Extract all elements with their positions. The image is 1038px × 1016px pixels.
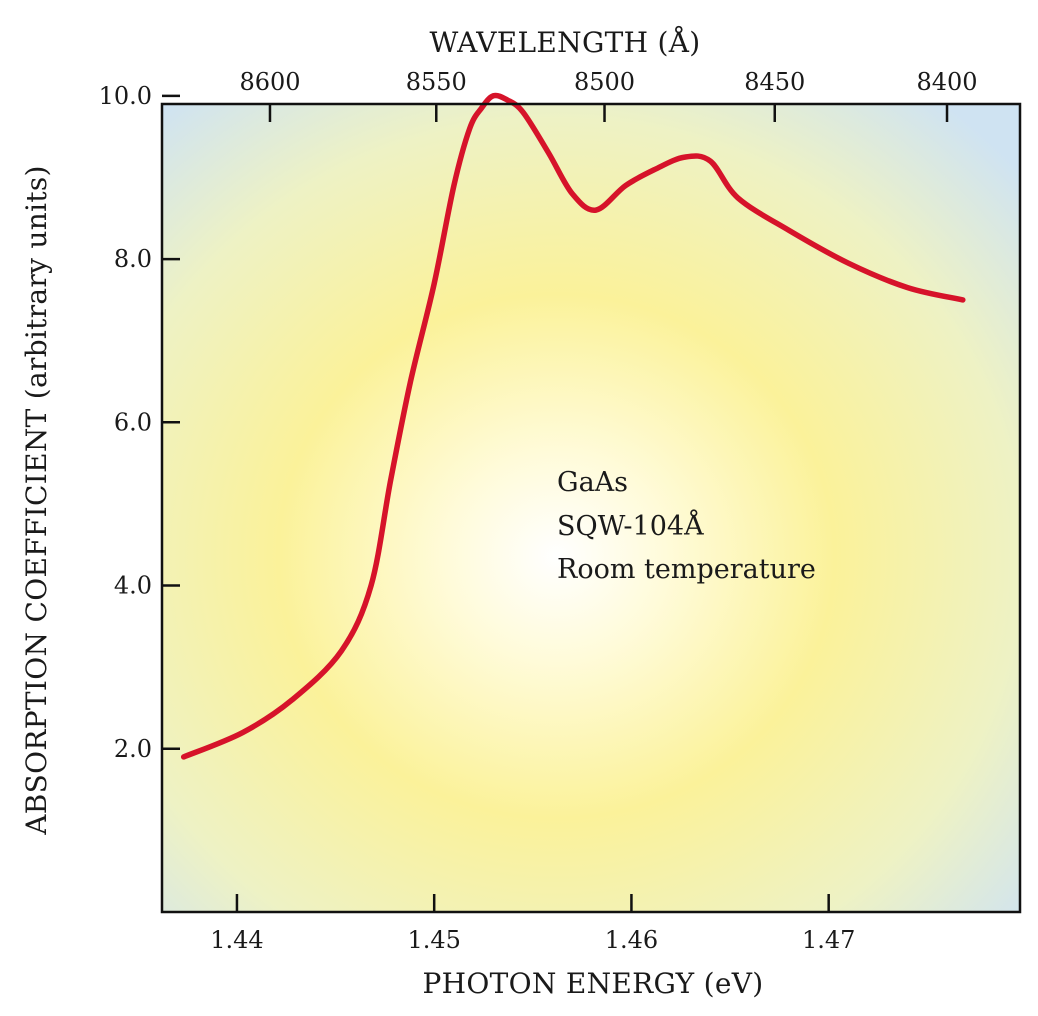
x-tick-label: 1.44 <box>210 926 263 954</box>
x2-tick-label: 8550 <box>406 68 467 96</box>
x-tick-label: 1.45 <box>407 926 460 954</box>
y-tick-label: 10.0 <box>99 82 152 110</box>
annotation-temperature: Room temperature <box>557 554 816 585</box>
x-axis-title: PHOTON ENERGY (eV) <box>422 967 763 1000</box>
absorption-curve <box>180 92 966 760</box>
x2-tick-label: 8600 <box>239 68 300 96</box>
annotation-material: GaAs <box>557 467 628 498</box>
x2-tick-label: 8400 <box>916 68 977 96</box>
y-tick-label: 2.0 <box>114 735 152 763</box>
y-tick-label: 8.0 <box>114 245 152 273</box>
y-tick-label: 4.0 <box>114 572 152 600</box>
y-axis-title: ABSORPTION COEFFICIENT (arbitrary units) <box>20 165 53 836</box>
plot-frame <box>160 102 1022 914</box>
annotation-structure: SQW-104Å <box>557 509 704 542</box>
x-tick-label: 1.46 <box>605 926 658 954</box>
x2-tick-label: 8500 <box>574 68 635 96</box>
y-tick-label: 6.0 <box>114 408 152 436</box>
x-tick-label: 1.47 <box>802 926 855 954</box>
plot-background <box>162 104 1020 912</box>
x2-tick-label: 8450 <box>744 68 805 96</box>
x2-axis-title: WAVELENGTH (Å) <box>429 26 700 59</box>
